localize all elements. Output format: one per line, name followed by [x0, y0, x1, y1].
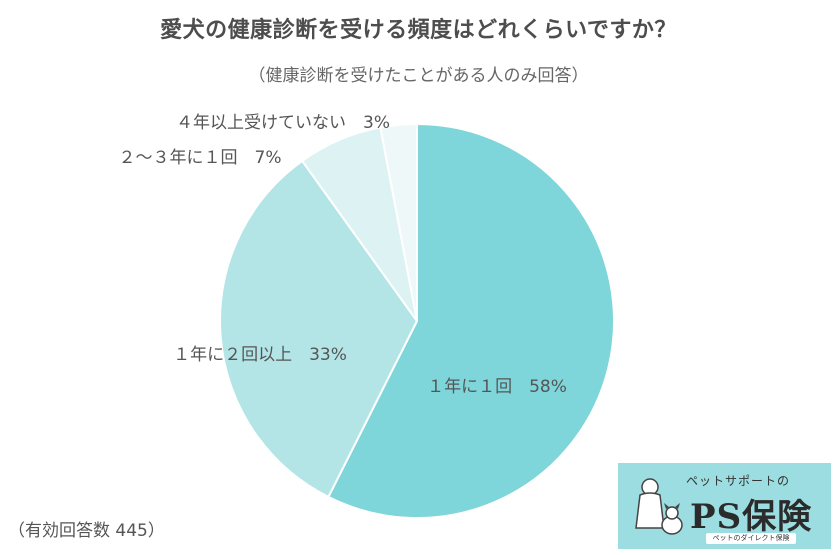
slice-label: ４年以上受けていない 3% [176, 113, 390, 133]
pie-slice [327, 122, 615, 519]
pie-slice [219, 159, 419, 499]
logo-brand: PS保険 [690, 497, 813, 537]
respondent-count: （有効回答数 445） [8, 521, 165, 541]
chart-subtitle: （健康診断を受けたことがある人のみ回答） [248, 66, 589, 86]
chart-title: 愛犬の健康診断を受ける頻度はどれくらいですか？ [160, 18, 677, 43]
slice-label: １年に１回 58% [427, 377, 567, 397]
ps-insurance-logo: ペットサポートの PS保険 ペットのダイレクト保険 [618, 463, 831, 549]
logo-tagline: ペットサポートの [686, 474, 791, 488]
slice-label: ２～３年に１回 7% [119, 148, 282, 168]
pie-slice [379, 122, 418, 322]
dog-and-owner-icon [635, 478, 683, 535]
slice-label: １年に２回以上 33% [173, 345, 347, 365]
logo-subtext: ペットのダイレクト保険 [706, 533, 796, 544]
